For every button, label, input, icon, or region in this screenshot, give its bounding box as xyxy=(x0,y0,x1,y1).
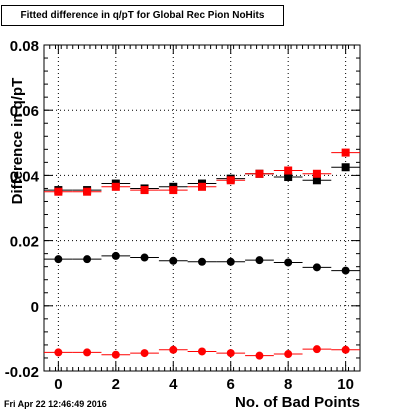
data-point-square xyxy=(284,173,293,182)
data-point-square xyxy=(140,186,149,195)
data-point-square xyxy=(111,182,120,191)
data-point-square xyxy=(198,182,206,191)
chart-title: Fitted difference in q/pT for Global Rec… xyxy=(1,5,284,26)
data-point-circle xyxy=(341,266,350,275)
axis-ticks xyxy=(43,44,361,372)
x-tick-label: 0 xyxy=(54,376,62,393)
data-point-circle xyxy=(111,251,120,260)
data-point-circle xyxy=(198,257,206,266)
data-point-circle xyxy=(140,253,149,262)
data-point-circle xyxy=(255,256,264,265)
data-point-circle xyxy=(341,345,350,354)
data-point-circle xyxy=(111,350,120,359)
y-axis-label: Difference in q/pT xyxy=(9,77,26,205)
data-point-square xyxy=(169,186,178,195)
data-point-circle xyxy=(54,348,63,357)
y-tick-label: -0.02 xyxy=(5,364,39,381)
data-point-circle xyxy=(284,350,293,359)
data-point-circle xyxy=(226,349,235,358)
data-point-circle xyxy=(312,263,321,272)
data-point-circle xyxy=(54,255,63,264)
y-tick-label: 0 xyxy=(31,299,39,316)
grid-lines xyxy=(44,44,360,372)
data-point-square xyxy=(54,187,63,196)
data-point-circle xyxy=(83,255,92,264)
y-tick-label: 0.06 xyxy=(10,103,39,120)
x-tick-label: 8 xyxy=(284,376,292,393)
data-marks xyxy=(44,148,360,360)
data-point-circle xyxy=(198,347,206,356)
data-point-circle xyxy=(255,351,264,360)
x-tick-label: 2 xyxy=(112,376,120,393)
y-tick-label: 0.08 xyxy=(10,38,39,55)
datestamp: Fri Apr 22 12:46:49 2016 xyxy=(4,399,107,409)
data-point-circle xyxy=(312,345,321,354)
data-point-circle xyxy=(226,257,235,266)
data-point-square xyxy=(312,169,321,178)
plot-frame xyxy=(43,44,361,372)
x-tick-label: 4 xyxy=(169,376,178,393)
data-point-square xyxy=(284,166,293,175)
data-point-circle xyxy=(169,256,178,265)
data-point-square xyxy=(312,176,321,185)
y-tick-label: 0.04 xyxy=(10,168,40,185)
data-point-square xyxy=(226,176,235,185)
x-axis-label: No. of Bad Points xyxy=(235,394,360,411)
x-tick-label: 10 xyxy=(337,376,354,393)
data-point-square xyxy=(341,148,350,157)
data-point-square xyxy=(341,163,350,172)
data-point-square xyxy=(255,169,264,178)
data-point-circle xyxy=(140,349,149,358)
data-point-circle xyxy=(83,348,92,357)
x-tick-label: 6 xyxy=(227,376,235,393)
data-point-circle xyxy=(169,345,178,354)
y-tick-label: 0.02 xyxy=(10,234,39,251)
data-point-square xyxy=(83,187,92,196)
data-point-circle xyxy=(284,258,293,267)
tick-labels: 0 2 4 6 8 10 -0.02 0 0.02 0.04 0.06 0.08 xyxy=(5,38,354,393)
